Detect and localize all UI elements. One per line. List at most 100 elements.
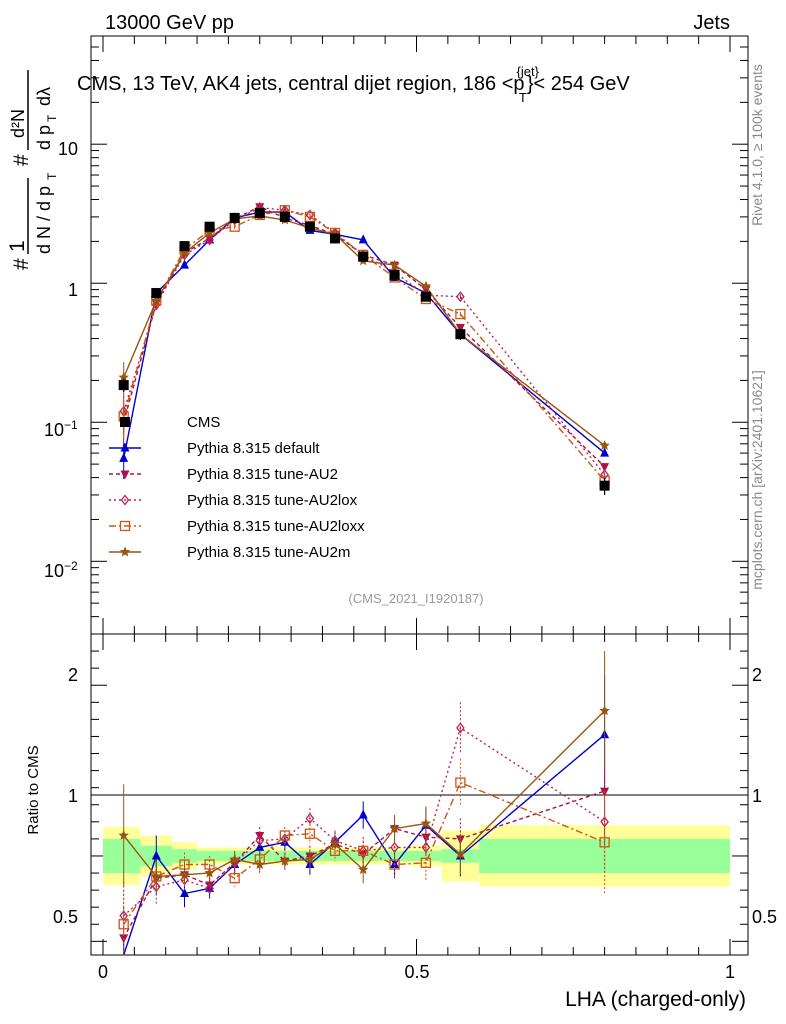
- ratio-series-point: [279, 830, 290, 841]
- ratio-series-point: [255, 841, 265, 851]
- main-series-point: [179, 247, 190, 258]
- cms-data-point: [329, 233, 340, 244]
- ratio-series-point: [600, 816, 609, 828]
- ratio-y-tick-0p5-right: 0.5: [752, 907, 777, 927]
- main-series-point: [118, 372, 129, 382]
- legend-label: Pythia 8.315 tune-AU2loxx: [187, 518, 365, 535]
- ratio-series-point: [421, 841, 431, 853]
- ratio-y-tick-2-left: 2: [68, 665, 78, 685]
- main-series-point: [420, 280, 432, 291]
- ratio-series-point: [420, 857, 432, 868]
- ratio-series-point: [180, 888, 190, 898]
- ratio-series-point: [254, 859, 265, 869]
- ratio-band-stat: [171, 849, 198, 863]
- main-series-point: [204, 227, 215, 238]
- ratio-series-point: [280, 836, 290, 846]
- cms-data-point: [358, 251, 369, 262]
- main-series-point: [455, 308, 466, 320]
- cms-data-point: [599, 480, 610, 491]
- legend-label: Pythia 8.315 tune-AU2: [187, 466, 338, 483]
- cms-data-point: [204, 221, 215, 232]
- main-y-label-sub2: T: [45, 114, 59, 122]
- cms-data-point: [304, 221, 315, 232]
- ratio-series-point: [358, 864, 369, 875]
- x-axis-label: LHA (charged-only): [565, 988, 746, 1011]
- main-series-point: [358, 234, 368, 244]
- main-series-point: [456, 291, 465, 303]
- main-series-point: [600, 447, 610, 457]
- legend-label: Pythia 8.315 default: [187, 440, 320, 457]
- main-series-point: [180, 259, 190, 269]
- main-y-label-dlambda: dλ: [34, 87, 54, 106]
- main-y-label-num2: d²N: [8, 109, 28, 138]
- ratio-series-point: [420, 818, 432, 828]
- ratio-series-point: [304, 828, 316, 839]
- main-y-tick-0p1: 10: [44, 420, 64, 440]
- plot-title: CMS, 13 TeV, AK4 jets, central dijet reg…: [77, 64, 630, 105]
- legend-marker: [120, 442, 130, 452]
- main-y-tick-0p01-exp: −2: [64, 559, 78, 573]
- ratio-series-point: [305, 812, 315, 824]
- main-y-label-den1: d N / d p: [34, 186, 54, 254]
- ratio-series-line: [123, 734, 606, 956]
- ratio-series-point: [455, 777, 466, 788]
- ratio-series-point: [455, 848, 466, 859]
- ratio-series-point: [151, 871, 162, 881]
- main-series-point: [600, 463, 610, 473]
- mcplots-label: mcplots.cern.ch [arXiv:2401.10621]: [749, 370, 765, 589]
- ratio-series-point: [229, 853, 240, 864]
- cms-data-point: [179, 241, 190, 252]
- energy-label: 13000 GeV pp: [105, 12, 234, 34]
- ratio-y-tick-1-right: 1: [752, 786, 762, 806]
- main-panel-series: [118, 202, 610, 495]
- ratio-series-point: [279, 855, 291, 866]
- main-series-point: [151, 295, 162, 305]
- legend-marker: [119, 546, 131, 557]
- ratio-series-line: [123, 710, 606, 878]
- main-y-label-frac1: 1: [6, 240, 29, 252]
- main-y-label-hash2: #: [10, 154, 33, 166]
- ratio-series-point: [599, 837, 610, 848]
- ratio-band-stat: [103, 838, 141, 874]
- ratio-series-point: [205, 881, 215, 891]
- cms-data-point: [151, 288, 162, 299]
- main-y-label-hash1: #: [10, 258, 33, 270]
- ratio-series-line: [123, 790, 605, 939]
- ratio-series-point: [389, 859, 400, 870]
- main-series-point: [455, 324, 465, 334]
- main-y-tick-0p01: 10: [44, 561, 64, 581]
- ratio-y-tick-1-left: 1: [68, 786, 78, 806]
- main-series-point: [389, 259, 400, 270]
- ratio-series-point: [329, 838, 341, 849]
- ratio-series-point: [204, 867, 215, 878]
- cms-data-point: [420, 291, 431, 302]
- main-y-tick-0p1-exp: −1: [64, 418, 78, 432]
- cms-data-point: [118, 380, 129, 391]
- cms-data-point: [389, 269, 400, 280]
- legend-label: CMS: [187, 414, 220, 431]
- legend-marker: [120, 470, 130, 480]
- legend-label: Pythia 8.315 tune-AU2lox: [187, 492, 358, 509]
- main-y-tick-10: 10: [58, 139, 78, 159]
- ratio-y-tick-0p5-left: 0.5: [53, 907, 78, 927]
- category-label: Jets: [693, 12, 730, 34]
- ratio-series-point: [179, 869, 190, 880]
- main-y-axis-label: # 1 d N / d p T # d²N d p T dλ: [6, 70, 59, 270]
- ratio-series-point: [118, 919, 129, 930]
- main-series-point: [119, 452, 129, 462]
- ratio-series-point: [118, 830, 129, 840]
- ratio-panel-series: [118, 651, 610, 956]
- main-y-tick-1: 1: [68, 280, 78, 300]
- legend-marker-cms: [120, 417, 130, 427]
- main-series-point: [304, 211, 316, 223]
- ratio-series-point: [599, 705, 610, 716]
- cms-data-point: [254, 207, 265, 218]
- rivet-label: Rivet 4.1.0, ≥ 100k events: [749, 64, 765, 226]
- cms-data-point: [455, 329, 466, 340]
- axis-ticks: [91, 35, 748, 955]
- main-y-label-den2: d p: [34, 125, 54, 150]
- cms-data-point: [279, 211, 290, 222]
- legend: CMS Pythia 8.315 default Pythia 8.315 tune…: [109, 414, 365, 561]
- main-series-point: [205, 234, 214, 246]
